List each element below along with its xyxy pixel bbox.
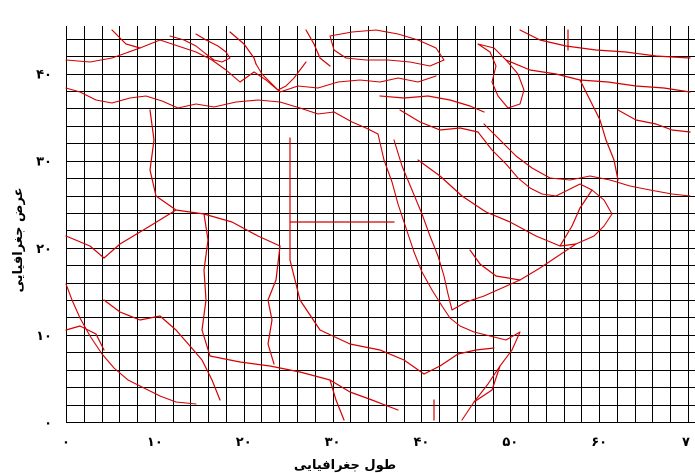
iraq-border [399, 109, 479, 133]
x-axis-title: طول جغرافیایی [294, 458, 396, 473]
y-tick-label: ۱۰ [36, 329, 52, 344]
y-tick-label: ۴۰ [36, 68, 52, 83]
red-sea-east-coast [393, 139, 453, 311]
saudi-border [417, 159, 577, 247]
y-tick-label: ۰ [44, 416, 52, 431]
ethiopia-border [423, 347, 495, 375]
sudan-border [289, 221, 425, 375]
x-axis-ticks: ۰ ۱۰ ۲۰ ۳۰ ۴۰ ۵۰ ۶۰ ۷ [62, 435, 690, 450]
europe-border-1 [111, 29, 141, 49]
x-tick-label: ۴۰ [413, 435, 429, 450]
iran-coast [483, 123, 691, 197]
libya-chad-border [267, 245, 281, 365]
x-tick-label: ۳۰ [325, 435, 341, 450]
sahel-border [65, 325, 105, 351]
southern-europe-coast [65, 39, 437, 93]
x-tick-label: ۱۰ [147, 435, 163, 450]
caspian-coast [477, 43, 525, 109]
south-sudan-border [329, 379, 345, 421]
somalia-border [473, 365, 501, 403]
y-tick-label: ۳۰ [36, 155, 52, 170]
red-sea-west-coast [377, 133, 451, 319]
europe-border-3 [305, 29, 331, 67]
arabia-south-coast [451, 225, 605, 311]
greece-coast [255, 61, 307, 91]
persian-gulf-coast [477, 131, 613, 227]
black-sea-coast [329, 29, 445, 67]
x-tick-label: ۶۰ [591, 435, 607, 450]
turkey-border [379, 95, 485, 113]
central-asia-border [505, 59, 691, 93]
y-axis-ticks: ۰ ۱۰ ۲۰ ۳۰ ۴۰ [36, 68, 52, 431]
pakistan-border [617, 109, 691, 133]
mediterranean-coast [65, 87, 379, 135]
niger-chad-border [201, 213, 211, 357]
horn-of-africa-coast [449, 317, 521, 421]
iran-afghan-border [579, 79, 619, 181]
mali-niger-border [65, 209, 177, 259]
nigeria-border [103, 299, 221, 401]
x-tick-label: ۲۰ [236, 435, 252, 450]
country-borders [65, 29, 691, 421]
x-tick-label: ۰ [62, 435, 70, 450]
x-tick-label: ۵۰ [502, 435, 518, 450]
europe-border-2 [229, 31, 257, 65]
kazakh-border [519, 29, 691, 59]
lat-lon-grid [66, 26, 695, 423]
oman-border [559, 189, 593, 247]
central-africa-border [209, 355, 399, 411]
y-tick-label: ۲۰ [36, 242, 52, 257]
west-africa-coast [65, 283, 197, 405]
x-tick-label: ۷ [682, 435, 690, 450]
y-axis-title: عرض جغرافیایی [11, 188, 26, 293]
arabia-inner-border [469, 249, 521, 281]
italy-coast [169, 33, 231, 63]
